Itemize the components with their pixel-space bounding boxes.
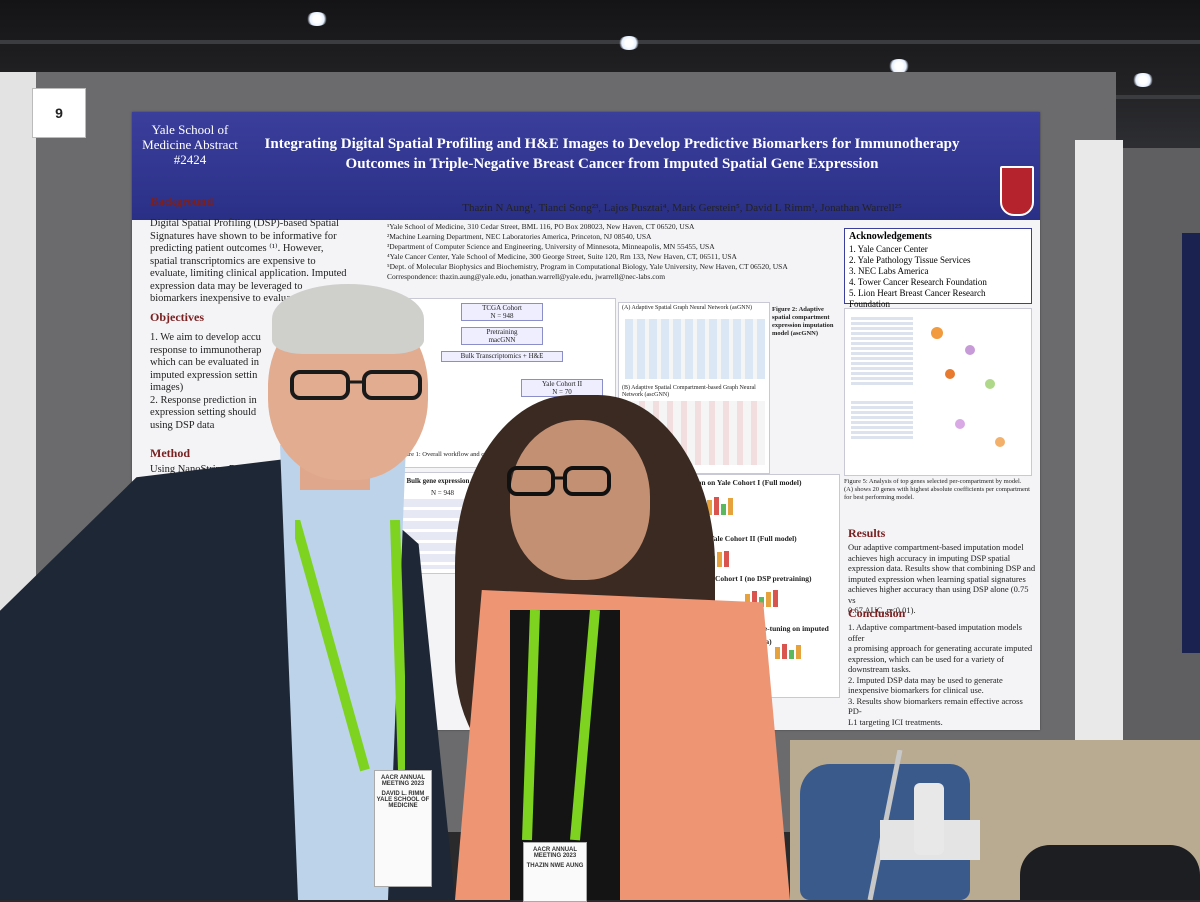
figure5-caption: Figure 5: Analysis of top genes selected… <box>844 478 1030 501</box>
woman-face <box>510 420 650 580</box>
poster-title: Integrating Digital Spatial Profiling an… <box>264 136 960 172</box>
woman-name-badge: AACR ANNUAL MEETING 2023 THAZIN NWE AUNG <box>523 842 587 902</box>
ack-item: 1. Yale Cancer Center <box>849 244 928 254</box>
ack-item: 3. NEC Labs America <box>849 266 929 276</box>
yale-crest-logo <box>1000 166 1034 216</box>
poster-affiliations: ¹Yale School of Medicine, 310 Cedar Stre… <box>387 222 788 281</box>
figure2-caption: Figure 2: Adaptive spatial compartment e… <box>772 306 834 337</box>
rcb-bars-4 <box>775 639 801 659</box>
background-text: Digital Spatial Profiling (DSP)-based Sp… <box>150 218 347 304</box>
ack-item: 5. Lion Heart Breast Cancer Research Fou… <box>849 288 986 309</box>
gene-network-figure <box>844 308 1032 476</box>
asgnn-diagram <box>625 319 765 379</box>
flow-pretraining-box: Pretraining macGNN <box>461 327 543 345</box>
acknowledgements-box: Acknowledgements 1. Yale Cancer Center 2… <box>844 228 1032 309</box>
network-node <box>995 437 1005 447</box>
badge-meeting: AACR ANNUAL MEETING 2023 <box>380 775 426 787</box>
background-heading: Background <box>150 194 214 208</box>
man-glasses <box>290 370 422 400</box>
badge-name: THAZIN NWE AUNG <box>526 863 584 869</box>
objectives-text: 1. We aim to develop accu response to im… <box>150 332 262 431</box>
woman-glasses <box>507 466 611 496</box>
conclusion-heading: Conclusion <box>848 606 906 620</box>
rcb-bars-3 <box>745 587 778 607</box>
ceiling-light <box>1132 73 1154 87</box>
panel-b-title: (B) Adaptive Spatial Compartment-based G… <box>622 385 756 398</box>
network-node <box>945 369 955 379</box>
objectives-heading: Objectives <box>150 310 204 324</box>
booth-number: 9 <box>32 88 86 138</box>
flow-tcga-box: TCGA Cohort N = 948 <box>461 303 543 321</box>
network-node <box>985 379 995 389</box>
method-heading: Method <box>150 446 190 460</box>
network-node <box>955 419 965 429</box>
water-bottle <box>914 783 944 855</box>
ack-item: 2. Yale Pathology Tissue Services <box>849 255 971 265</box>
badge-meeting: AACR ANNUAL MEETING 2023 <box>532 847 578 859</box>
ceiling-light <box>888 59 910 73</box>
network-node <box>965 345 975 355</box>
poster-authors: Thazin N Aung¹, Tianci Song²³, Lajos Pus… <box>462 202 902 214</box>
rcb-title-3: Cohort I (no DSP pretraining) <box>715 574 812 583</box>
panel-a-title: (A) Adaptive Spatial Graph Neural Networ… <box>622 305 752 311</box>
woman-lanyard <box>522 610 600 841</box>
ack-item: 4. Tower Cancer Research Foundation <box>849 277 987 287</box>
man-lanyard <box>295 520 405 772</box>
results-text: Our adaptive compartment-based imputatio… <box>848 542 1036 615</box>
network-node <box>931 327 943 339</box>
ceiling-light <box>618 36 640 50</box>
ceiling-light <box>306 12 328 26</box>
black-bag <box>1020 845 1200 900</box>
poster-organization: Yale School of Medicine Abstract #2424 <box>142 122 238 167</box>
results-heading: Results <box>848 526 886 540</box>
woman-coral-blazer <box>455 590 790 900</box>
poster-banner: Yale School of Medicine Abstract #2424 I… <box>132 112 1040 220</box>
ceiling-beam <box>0 40 1200 44</box>
model-genes-table <box>851 317 913 387</box>
conclusion-text: 1. Adaptive compartment-based imputation… <box>848 622 1033 727</box>
imputation-table <box>851 401 913 441</box>
man-name-badge: AACR ANNUAL MEETING 2023 DAVID L. RIMM Y… <box>374 770 432 887</box>
man-gray-hair <box>272 284 424 354</box>
badge-name: DAVID L. RIMM YALE SCHOOL OF MEDICINE <box>376 791 430 809</box>
acknowledgements-heading: Acknowledgements <box>849 231 932 242</box>
folding-chair <box>867 750 980 900</box>
flow-bulk-box: Bulk Transcriptomics + H&E <box>441 351 563 362</box>
neighbor-poster <box>1182 233 1200 653</box>
table-n: N = 948 <box>431 489 455 497</box>
